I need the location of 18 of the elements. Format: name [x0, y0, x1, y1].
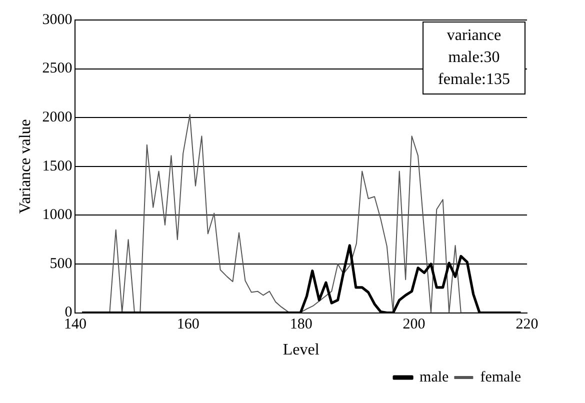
- x-axis-title: Level: [282, 342, 320, 359]
- x-tick-label: 160: [176, 316, 200, 333]
- x-tick-label: 140: [64, 316, 86, 333]
- y-tick-label: 1500: [42, 158, 72, 174]
- legend-label: female: [480, 369, 522, 386]
- legend-label: male: [420, 369, 450, 386]
- y-tick-label: 3000: [42, 12, 72, 28]
- annotation: female:135: [438, 71, 510, 88]
- x-tick-label: 180: [290, 316, 312, 333]
- y-tick-label: 500: [50, 256, 72, 272]
- y-tick-label: 2500: [42, 60, 72, 77]
- y-axis-title: Variance value: [16, 119, 34, 214]
- x-tick-label: 200: [402, 316, 426, 333]
- y-tick-label: 1000: [42, 207, 72, 224]
- x-tick-label: 220: [516, 316, 538, 333]
- annotation: variance: [446, 27, 502, 44]
- annotation: male:30: [448, 49, 500, 66]
- y-tick-label: 2000: [42, 110, 72, 126]
